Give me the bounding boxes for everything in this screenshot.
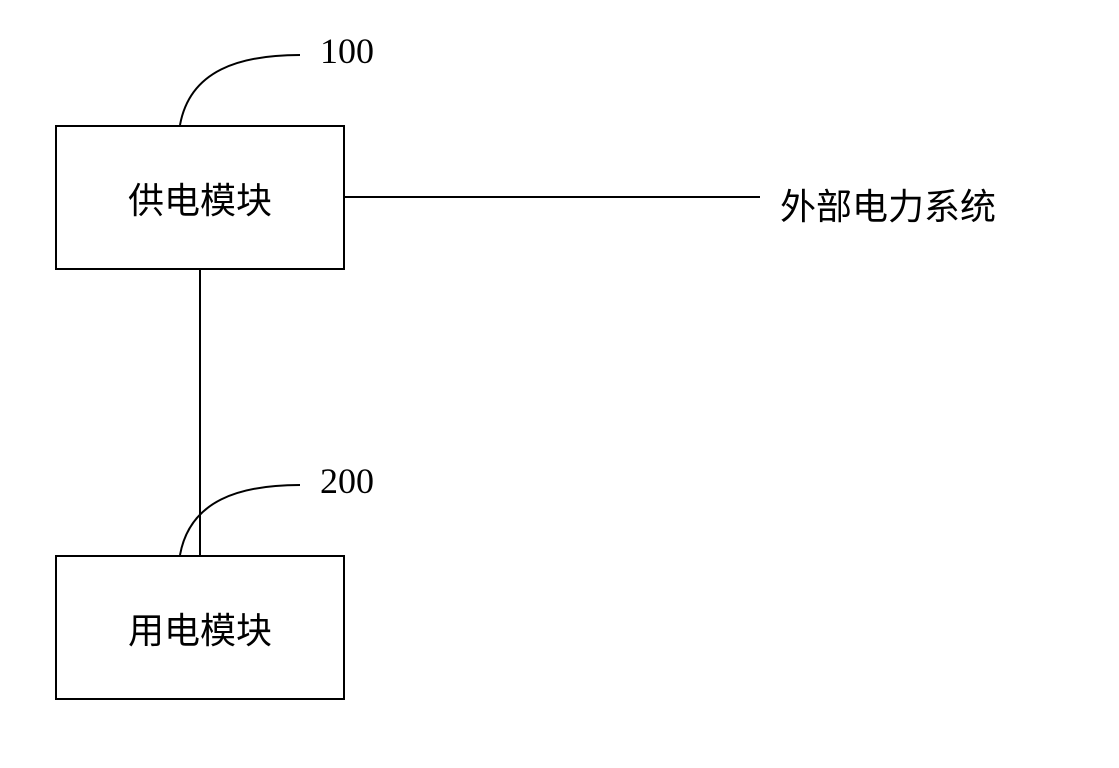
node-power-consumption: 用电模块 — [55, 555, 345, 700]
node-power-consumption-label: 用电模块 — [128, 602, 272, 654]
external-power-system-label: 外部电力系统 — [780, 178, 996, 230]
node-power-supply-label: 供电模块 — [128, 172, 272, 224]
diagram-container: 供电模块 用电模块 外部电力系统 100 200 — [0, 0, 1119, 768]
ref-label-100: 100 — [320, 30, 374, 72]
node-power-supply: 供电模块 — [55, 125, 345, 270]
ref-label-200: 200 — [320, 460, 374, 502]
ref-callout-200-curve — [180, 485, 300, 555]
ref-callout-100-curve — [180, 55, 300, 125]
